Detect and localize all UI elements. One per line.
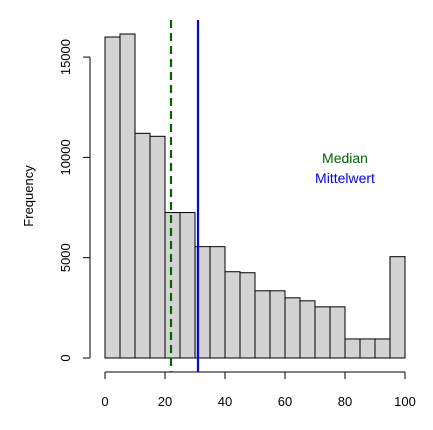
y-tick-label: 10000 <box>58 139 73 175</box>
x-tick-label: 20 <box>158 394 172 409</box>
histogram-bar <box>314 306 331 359</box>
y-tick-label: 5000 <box>58 243 73 272</box>
histogram-bar <box>269 290 286 359</box>
histogram-bar <box>224 271 241 359</box>
x-tick-label: 0 <box>101 394 108 409</box>
histogram-bar <box>254 290 271 359</box>
histogram-bar <box>359 338 376 359</box>
x-tick-label: 40 <box>218 394 232 409</box>
y-tick-label: 15000 <box>58 39 73 75</box>
histogram-bar <box>209 246 226 359</box>
histogram-bar <box>284 297 301 359</box>
y-tick-label: 0 <box>58 354 73 361</box>
histogram-bar <box>104 36 121 359</box>
histogram-bar <box>179 212 196 359</box>
histogram-bar <box>344 338 361 359</box>
x-axis: 0 20 40 60 80 100 <box>101 371 416 409</box>
bars-group <box>104 33 406 359</box>
histogram-bar <box>119 33 136 359</box>
histogram-bar <box>299 300 316 359</box>
histogram-bar <box>149 135 166 359</box>
histogram-bar <box>134 132 151 359</box>
x-tick-label: 60 <box>278 394 292 409</box>
histogram-bar <box>374 338 391 359</box>
histogram-bar <box>239 272 256 359</box>
y-axis: 0 5000 10000 15000 <box>58 39 91 362</box>
legend: Median Mittelwert <box>315 150 375 186</box>
legend-median: Median <box>322 150 368 166</box>
reference-lines <box>169 20 200 372</box>
x-tick-label: 100 <box>394 394 416 409</box>
legend-mean: Mittelwert <box>315 170 375 186</box>
histogram-bar <box>389 256 406 359</box>
x-tick-label: 80 <box>338 394 352 409</box>
histogram-bar <box>329 306 346 359</box>
y-axis-title: Frequency <box>21 165 36 227</box>
histogram-bar <box>164 212 181 359</box>
